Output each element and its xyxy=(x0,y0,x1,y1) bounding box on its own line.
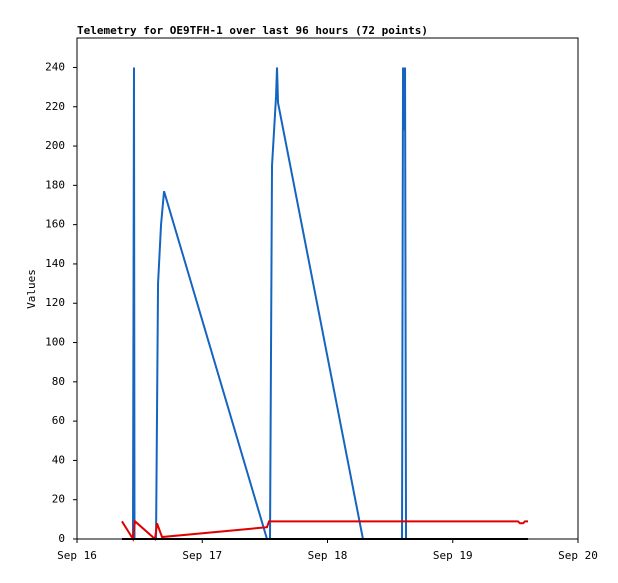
y-tick-label: 100 xyxy=(45,336,65,349)
y-tick-label: 80 xyxy=(52,375,65,388)
line-series xyxy=(131,67,408,540)
y-tick-label: 160 xyxy=(45,218,65,231)
y-axis-label: Values xyxy=(25,269,38,309)
x-tick-label: Sep 16 xyxy=(57,549,97,562)
x-tick-label: Sep 20 xyxy=(558,549,598,562)
y-tick-label: 240 xyxy=(45,60,65,73)
x-tick-label: Sep 17 xyxy=(182,549,222,562)
y-tick-label: 0 xyxy=(58,532,65,545)
y-tick-label: 140 xyxy=(45,257,65,270)
plot-frame xyxy=(76,37,579,540)
x-tick-label: Sep 18 xyxy=(308,549,348,562)
y-tick-label: 220 xyxy=(45,100,65,113)
x-tick-label: Sep 19 xyxy=(433,549,473,562)
line-series xyxy=(121,519,529,542)
y-tick-label: 180 xyxy=(45,178,65,191)
y-tick-label: 40 xyxy=(52,453,65,466)
y-tick-label: 200 xyxy=(45,139,65,152)
y-tick-label: 120 xyxy=(45,296,65,309)
y-tick-label: 20 xyxy=(52,493,65,506)
y-tick-label: 60 xyxy=(52,414,65,427)
chart-title: Telemetry for OE9TFH-1 over last 96 hour… xyxy=(77,24,428,37)
